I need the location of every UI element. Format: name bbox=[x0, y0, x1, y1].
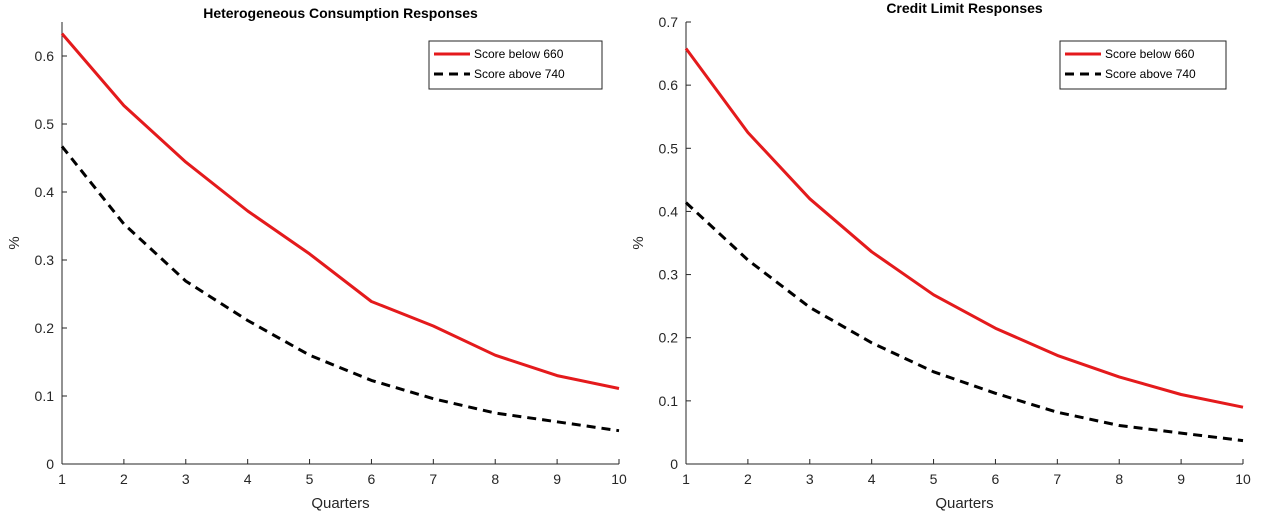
y-tick-label: 0.2 bbox=[659, 330, 679, 346]
data-point bbox=[685, 201, 688, 204]
data-point bbox=[494, 354, 497, 357]
data-point bbox=[370, 300, 373, 303]
plot-area bbox=[62, 22, 619, 464]
data-point bbox=[1180, 393, 1183, 396]
y-tick-label: 0.2 bbox=[35, 320, 55, 336]
data-point bbox=[432, 397, 435, 400]
legend-box bbox=[1059, 40, 1227, 90]
x-tick-label: 9 bbox=[553, 471, 561, 487]
x-tick-label: 2 bbox=[120, 471, 128, 487]
x-tick-label: 2 bbox=[744, 471, 752, 487]
x-tick-label: 6 bbox=[368, 471, 376, 487]
x-tick-label: 7 bbox=[1053, 471, 1061, 487]
chart-panel-1: Heterogeneous Consumption Responses 1 2 3 4 5… bbox=[6, 5, 627, 512]
legend-box bbox=[428, 40, 603, 90]
data-point bbox=[494, 412, 497, 415]
series-line-2 bbox=[684, 201, 1244, 443]
y-tick-label: 0.5 bbox=[659, 140, 679, 156]
y-tick-label: 0.6 bbox=[659, 77, 679, 93]
x-tick-label: 1 bbox=[682, 471, 690, 487]
plot-area bbox=[686, 22, 1243, 464]
data-point bbox=[932, 293, 935, 296]
data-point bbox=[556, 374, 559, 377]
x-tick-label: 5 bbox=[930, 471, 938, 487]
data-point bbox=[246, 319, 249, 322]
data-point bbox=[1056, 354, 1059, 357]
data-point bbox=[808, 197, 811, 200]
x-tick-label: 5 bbox=[306, 471, 314, 487]
x-axis-label: Quarters bbox=[311, 495, 369, 512]
x-tick-label: 3 bbox=[182, 471, 190, 487]
legend: Score below 660 Score above 740 bbox=[1059, 40, 1227, 90]
y-tick-label: 0.5 bbox=[35, 116, 55, 132]
y-tick-label: 0.1 bbox=[659, 393, 679, 409]
x-tick-label: 1 bbox=[58, 471, 66, 487]
x-tick-label: 4 bbox=[868, 471, 876, 487]
y-tick-label: 0.3 bbox=[35, 252, 55, 268]
data-point bbox=[994, 327, 997, 330]
data-point bbox=[1056, 411, 1059, 414]
y-tick-label: 0.4 bbox=[35, 184, 55, 200]
legend: Score below 660 Score above 740 bbox=[428, 40, 603, 90]
data-point bbox=[746, 131, 749, 134]
data-point bbox=[61, 145, 64, 148]
data-point bbox=[122, 222, 125, 225]
chart-panel-2: Credit Limit Responses 1 2 3 4 5 6 7 8 9 10 0 0.1 0.2… bbox=[630, 0, 1251, 512]
series-line-2 bbox=[60, 145, 620, 433]
data-point bbox=[1242, 406, 1245, 409]
data-point bbox=[994, 392, 997, 395]
data-point bbox=[246, 210, 249, 213]
y-tick-label: 0 bbox=[670, 456, 678, 472]
data-point bbox=[556, 420, 559, 423]
x-tick-label: 6 bbox=[992, 471, 1000, 487]
x-tick-label: 10 bbox=[611, 471, 627, 487]
series-line-1 bbox=[60, 32, 620, 390]
y-tick-label: 0.3 bbox=[659, 267, 679, 283]
x-tick-label: 7 bbox=[429, 471, 437, 487]
legend-label: Score above 740 bbox=[474, 67, 565, 81]
data-point bbox=[61, 32, 64, 35]
legend-label: Score above 740 bbox=[1105, 67, 1196, 81]
legend-label: Score below 660 bbox=[1105, 47, 1195, 61]
data-point bbox=[184, 280, 187, 283]
y-tick-label: 0.7 bbox=[659, 14, 679, 30]
data-point bbox=[122, 104, 125, 107]
x-tick-label: 10 bbox=[1235, 471, 1251, 487]
data-point bbox=[808, 306, 811, 309]
x-axis-label: Quarters bbox=[935, 495, 993, 512]
series-line-1 bbox=[684, 47, 1244, 409]
chart-title: Heterogeneous Consumption Responses bbox=[203, 5, 478, 21]
data-point bbox=[870, 341, 873, 344]
data-point bbox=[746, 259, 749, 262]
y-tick-label: 0.6 bbox=[35, 48, 55, 64]
y-tick-label: 0 bbox=[46, 456, 54, 472]
data-point bbox=[618, 387, 621, 390]
data-point bbox=[1180, 432, 1183, 435]
data-point bbox=[308, 354, 311, 357]
data-point bbox=[1242, 439, 1245, 442]
x-tick-label: 9 bbox=[1177, 471, 1185, 487]
y-tick-label: 0.4 bbox=[659, 203, 679, 219]
data-point bbox=[618, 429, 621, 432]
data-point bbox=[370, 379, 373, 382]
data-point bbox=[432, 324, 435, 327]
data-point bbox=[685, 47, 688, 50]
data-point bbox=[1118, 375, 1121, 378]
y-tick-label: 0.1 bbox=[35, 388, 55, 404]
x-tick-label: 8 bbox=[1115, 471, 1123, 487]
data-point bbox=[184, 161, 187, 164]
data-point bbox=[308, 252, 311, 255]
chart-title: Credit Limit Responses bbox=[886, 0, 1043, 16]
x-tick-label: 8 bbox=[491, 471, 499, 487]
x-tick-label: 3 bbox=[806, 471, 814, 487]
y-axis-label: % bbox=[6, 236, 23, 249]
data-point bbox=[870, 250, 873, 253]
y-axis-label: % bbox=[630, 236, 647, 249]
data-point bbox=[1118, 424, 1121, 427]
x-tick-label: 4 bbox=[244, 471, 252, 487]
legend-label: Score below 660 bbox=[474, 47, 564, 61]
data-point bbox=[932, 370, 935, 373]
